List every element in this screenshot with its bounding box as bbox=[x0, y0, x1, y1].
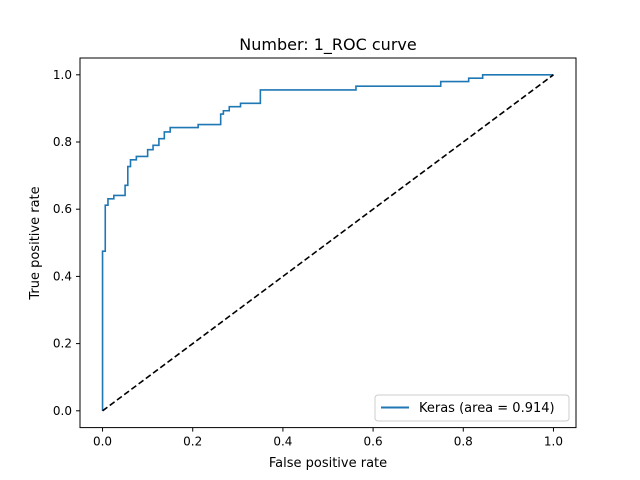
x-axis-label: False positive rate bbox=[269, 456, 387, 471]
x-tick-label: 0.0 bbox=[93, 435, 112, 449]
series-layer bbox=[101, 74, 554, 412]
x-tick-label: 0.4 bbox=[273, 435, 292, 449]
x-axis: 0.0 0.2 0.4 0.6 0.8 1.0 bbox=[93, 427, 563, 449]
x-tick-label: 0.8 bbox=[454, 435, 473, 449]
roc-curve-line-0 bbox=[101, 74, 554, 411]
plot-frame bbox=[79, 57, 577, 429]
y-axis: 0.0 0.2 0.4 0.6 0.8 1.0 bbox=[53, 68, 80, 418]
y-tick-label: 0.4 bbox=[53, 269, 72, 283]
y-axis-label: True positive rate bbox=[28, 186, 43, 300]
y-tick-label: 0.6 bbox=[53, 202, 72, 216]
y-tick-label: 0.0 bbox=[53, 404, 72, 418]
legend-box bbox=[374, 394, 570, 422]
chart-title: Number: 1_ROC curve bbox=[239, 35, 416, 55]
y-tick-label: 1.0 bbox=[53, 68, 72, 82]
x-tick-label: 0.2 bbox=[183, 435, 202, 449]
x-tick-label: 0.6 bbox=[364, 435, 383, 449]
x-tick-label: 1.0 bbox=[544, 435, 563, 449]
y-tick-label: 0.2 bbox=[53, 337, 72, 351]
y-tick-label: 0.8 bbox=[53, 135, 72, 149]
chance-diagonal-line bbox=[102, 74, 554, 412]
legend-label-keras: Keras (area = 0.914) bbox=[419, 401, 555, 416]
legend: Keras (area = 0.914) bbox=[374, 394, 570, 422]
